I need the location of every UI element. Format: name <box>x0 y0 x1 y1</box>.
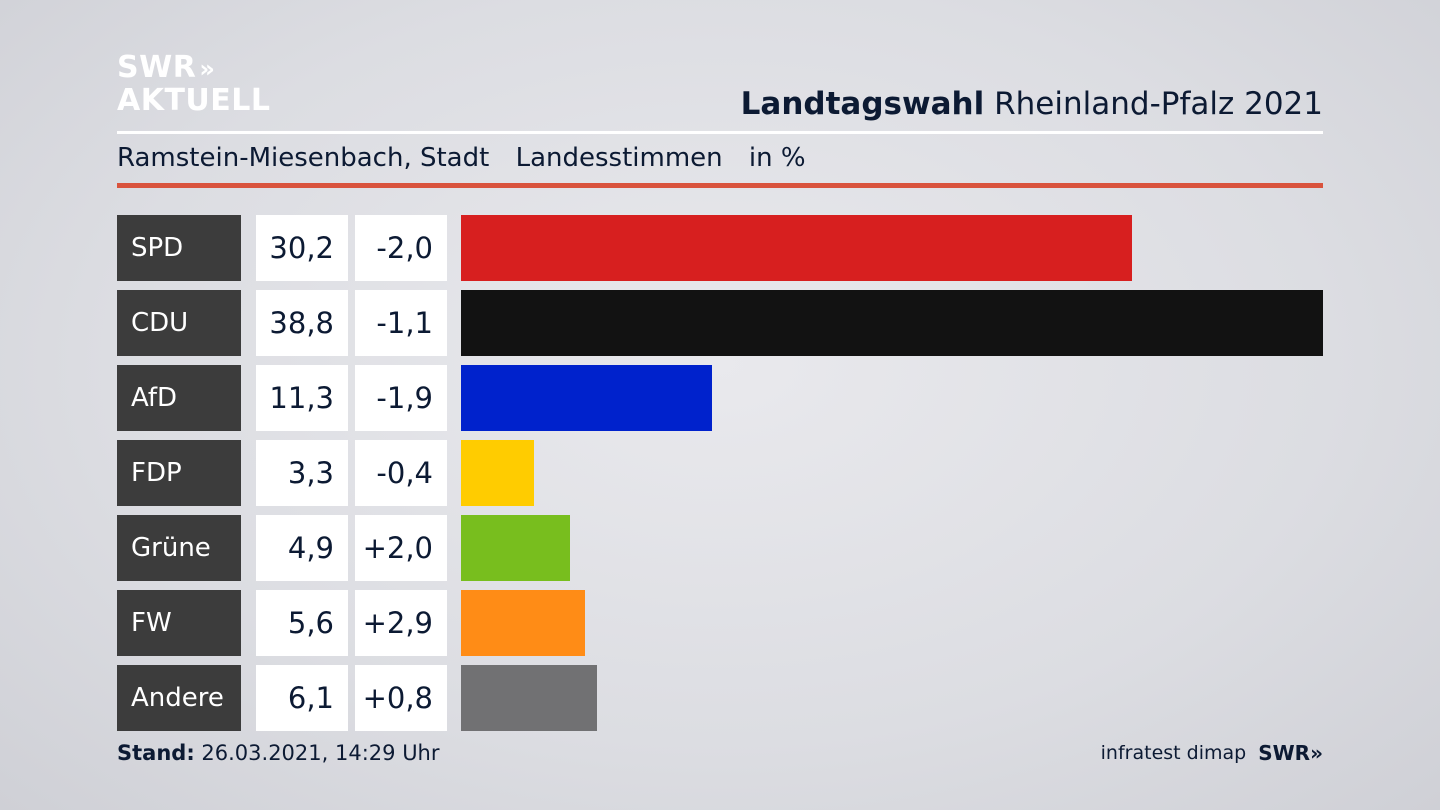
chart-row: SPD 30,2 -2,0 <box>117 215 1323 281</box>
logo-swr-text: SWR <box>117 50 197 85</box>
subtitle-location: Ramstein-Miesenbach, Stadt <box>117 143 490 173</box>
result-bar <box>461 590 586 656</box>
logo-arrows-icon: » <box>199 55 214 83</box>
result-bar <box>461 290 1323 356</box>
swr-aktuell-logo: SWR» AKTUELL <box>117 52 271 117</box>
change-label: +0,8 <box>355 665 447 731</box>
chart-row: Grüne 4,9 +2,0 <box>117 515 1323 581</box>
party-label: CDU <box>117 290 241 356</box>
swr-brand: SWR» <box>1258 741 1323 765</box>
result-bar <box>461 665 597 731</box>
result-bar <box>461 440 535 506</box>
party-label: Andere <box>117 665 241 731</box>
subtitle-unit: in % <box>748 143 806 173</box>
chart-row: AfD 11,3 -1,9 <box>117 365 1323 431</box>
vote-share-label: 5,6 <box>256 590 348 656</box>
change-label: -0,4 <box>355 440 447 506</box>
subtitle-divider <box>117 183 1323 188</box>
stand-label: Stand: <box>117 741 195 765</box>
chart-row: CDU 38,8 -1,1 <box>117 290 1323 356</box>
change-label: -2,0 <box>355 215 447 281</box>
subtitle: Ramstein-Miesenbach, Stadt Landesstimmen… <box>117 143 824 173</box>
vote-share-label: 38,8 <box>256 290 348 356</box>
party-label: AfD <box>117 365 241 431</box>
change-label: -1,9 <box>355 365 447 431</box>
result-bar <box>461 365 713 431</box>
swr-brand-text: SWR <box>1258 741 1311 765</box>
vote-share-label: 4,9 <box>256 515 348 581</box>
timestamp: Stand: 26.03.2021, 14:29 Uhr <box>117 741 440 765</box>
chart-row: Andere 6,1 +0,8 <box>117 665 1323 731</box>
change-label: +2,9 <box>355 590 447 656</box>
vote-share-label: 11,3 <box>256 365 348 431</box>
change-label: -1,1 <box>355 290 447 356</box>
subtitle-category: Landesstimmen <box>515 143 723 173</box>
vote-share-label: 6,1 <box>256 665 348 731</box>
title-bold: Landtagswahl <box>740 86 985 122</box>
logo-aktuell-text: AKTUELL <box>117 83 271 118</box>
vote-share-label: 3,3 <box>256 440 348 506</box>
chart-row: FDP 3,3 -0,4 <box>117 440 1323 506</box>
result-bar <box>461 515 570 581</box>
change-label: +2,0 <box>355 515 447 581</box>
source-text: infratest dimap <box>1100 742 1247 764</box>
party-label: FW <box>117 590 241 656</box>
chart-row: FW 5,6 +2,9 <box>117 590 1323 656</box>
swr-arrows-icon: » <box>1310 741 1323 765</box>
page-title: Landtagswahl Rheinland-Pfalz 2021 <box>741 86 1323 122</box>
title-rest: Rheinland-Pfalz 2021 <box>994 86 1323 122</box>
vote-share-label: 30,2 <box>256 215 348 281</box>
party-label: SPD <box>117 215 241 281</box>
stand-value: 26.03.2021, 14:29 Uhr <box>201 741 440 765</box>
party-label: FDP <box>117 440 241 506</box>
result-bar <box>461 215 1132 281</box>
header-divider <box>117 131 1323 134</box>
source-credit: infratest dimap SWR» <box>1101 741 1323 765</box>
party-label: Grüne <box>117 515 241 581</box>
